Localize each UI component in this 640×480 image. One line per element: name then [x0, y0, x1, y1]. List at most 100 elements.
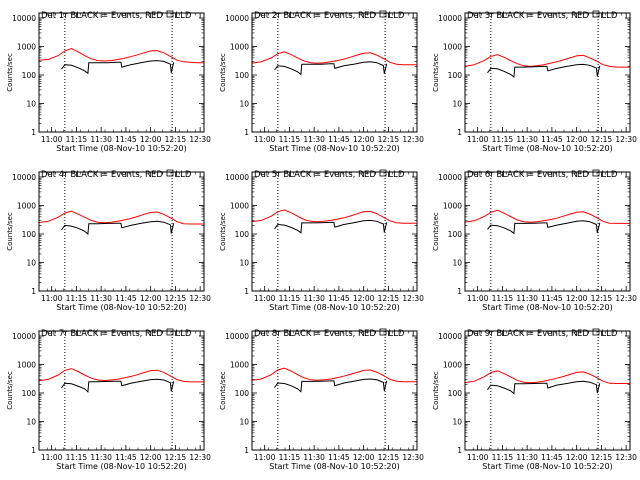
plot-frame: [251, 12, 418, 133]
events-series-line: [487, 380, 601, 395]
events-series-line: [487, 63, 601, 78]
x-tick-label: 12:15: [165, 135, 187, 144]
x-tick-label: 11:30: [90, 453, 112, 462]
x-tick-label: 11:45: [541, 294, 563, 303]
legend-marker: [592, 10, 600, 18]
x-tick-label: 11:00: [41, 294, 63, 303]
x-tick-label: 11:15: [279, 294, 301, 303]
legend-marker: [379, 328, 387, 336]
x-tick-label: 11:15: [66, 294, 88, 303]
y-tick-label: 10000: [12, 14, 36, 23]
x-tick-label: 12:30: [402, 453, 424, 462]
x-tick-label: 11:15: [66, 135, 88, 144]
y-tick-label: 10: [239, 259, 249, 268]
events-series-line: [274, 61, 388, 76]
y-tick-label: 1000: [230, 202, 249, 211]
legend-marker: [379, 10, 387, 18]
x-tick-label: 11:30: [303, 294, 325, 303]
y-tick-label: 1000: [443, 43, 462, 52]
chart-panel-8: Det 8r BLACK = Events, RED = LLD 1 10 100 10…: [219, 328, 424, 471]
y-tick-label: 100: [22, 389, 37, 398]
events-series-line: [61, 220, 175, 236]
lld-series-line: [38, 47, 204, 64]
chart-title: Det 8r BLACK = Events, RED = LLD: [254, 329, 405, 339]
plot-frame: [38, 171, 205, 292]
x-axis-label: Start Time (08-Nov-10 10:52:20): [482, 303, 612, 312]
plot-frame: [464, 12, 631, 133]
x-tick-label: 11:00: [467, 294, 489, 303]
x-axis-label: Start Time (08-Nov-10 10:52:20): [269, 462, 399, 471]
chart-title: Det 6r BLACK = Events, RED = LLD: [467, 170, 618, 180]
events-series-line: [487, 220, 601, 235]
plot-frame: [38, 12, 205, 133]
x-tick-label: 12:15: [591, 294, 613, 303]
x-axis-label: Start Time (08-Nov-10 10:52:20): [56, 462, 186, 471]
y-axis-label: Counts/sec: [432, 371, 440, 410]
x-tick-label: 12:15: [378, 453, 400, 462]
x-tick-label: 11:00: [41, 453, 63, 462]
y-axis-label: Counts/sec: [6, 371, 14, 410]
chart-panel-3: Det 3r BLACK = Events, RED = LLD 1 10 100 10…: [432, 10, 637, 153]
y-tick-label: 1000: [230, 43, 249, 52]
y-tick-label: 10000: [225, 173, 249, 182]
x-tick-label: 11:15: [492, 453, 514, 462]
x-tick-label: 11:00: [254, 294, 276, 303]
x-axis-label: Start Time (08-Nov-10 10:52:20): [56, 144, 186, 153]
x-tick-label: 12:00: [566, 294, 588, 303]
x-tick-label: 12:15: [591, 453, 613, 462]
chart-panel-6: Det 6r BLACK = Events, RED = LLD 1 10 100 10…: [432, 169, 637, 312]
x-tick-label: 12:00: [353, 294, 375, 303]
lld-series-line: [464, 370, 630, 384]
x-tick-label: 12:30: [189, 135, 211, 144]
x-tick-label: 11:45: [541, 453, 563, 462]
x-tick-label: 12:00: [566, 453, 588, 462]
x-tick-label: 12:30: [615, 135, 637, 144]
x-tick-label: 11:15: [279, 135, 301, 144]
y-axis-label: Counts/sec: [219, 53, 227, 92]
legend-marker: [166, 328, 174, 336]
y-axis-label: Counts/sec: [432, 53, 440, 92]
chart-title: Det 1r BLACK = Events, RED = LLD: [41, 11, 192, 21]
x-tick-label: 11:00: [467, 453, 489, 462]
events-series-line: [61, 60, 175, 75]
x-tick-label: 11:30: [303, 135, 325, 144]
y-tick-label: 10: [239, 418, 249, 427]
events-series-line: [274, 219, 388, 234]
x-tick-label: 11:45: [328, 135, 350, 144]
x-tick-label: 11:45: [115, 135, 137, 144]
y-tick-label: 1: [457, 128, 462, 137]
x-tick-label: 12:00: [140, 453, 162, 462]
y-tick-label: 100: [235, 71, 250, 80]
y-tick-label: 1: [244, 446, 249, 455]
y-tick-label: 100: [235, 230, 250, 239]
x-tick-label: 12:00: [353, 135, 375, 144]
x-tick-label: 11:00: [41, 135, 63, 144]
legend-marker: [592, 169, 600, 177]
x-tick-label: 11:45: [541, 135, 563, 144]
plot-frame: [464, 171, 631, 292]
legend-marker: [166, 169, 174, 177]
x-tick-label: 11:30: [516, 294, 538, 303]
y-axis-label: Counts/sec: [6, 53, 14, 92]
x-tick-label: 12:15: [591, 135, 613, 144]
x-tick-label: 11:45: [328, 294, 350, 303]
plot-frame: [38, 330, 205, 451]
chart-panel-9: Det 9r BLACK = Events, RED = LLD 1 10 100 10…: [432, 328, 637, 471]
y-tick-label: 10: [26, 100, 36, 109]
chart-title: Det 3r BLACK = Events, RED = LLD: [467, 11, 618, 21]
y-tick-label: 1000: [230, 361, 249, 370]
lld-series-line: [464, 209, 630, 224]
legend-marker: [166, 10, 174, 18]
y-tick-label: 100: [448, 389, 463, 398]
x-tick-label: 12:30: [402, 294, 424, 303]
x-tick-label: 11:30: [90, 294, 112, 303]
y-tick-label: 10: [26, 259, 36, 268]
x-tick-label: 12:00: [353, 453, 375, 462]
x-axis-label: Start Time (08-Nov-10 10:52:20): [482, 462, 612, 471]
x-tick-label: 11:15: [279, 453, 301, 462]
lld-series-line: [38, 368, 204, 383]
x-tick-label: 11:00: [467, 135, 489, 144]
y-tick-label: 10: [452, 418, 462, 427]
x-tick-label: 12:30: [189, 294, 211, 303]
